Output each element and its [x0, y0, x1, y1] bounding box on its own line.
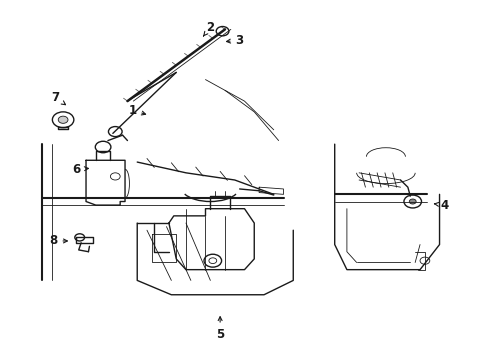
Text: 5: 5 — [216, 317, 224, 341]
Text: 3: 3 — [226, 33, 243, 47]
Text: 6: 6 — [72, 163, 88, 176]
Circle shape — [408, 199, 415, 204]
Circle shape — [58, 116, 68, 123]
Text: 4: 4 — [433, 199, 447, 212]
Text: 7: 7 — [51, 91, 65, 105]
Text: 2: 2 — [203, 21, 214, 36]
Text: 1: 1 — [128, 104, 145, 117]
Text: 8: 8 — [49, 234, 67, 247]
